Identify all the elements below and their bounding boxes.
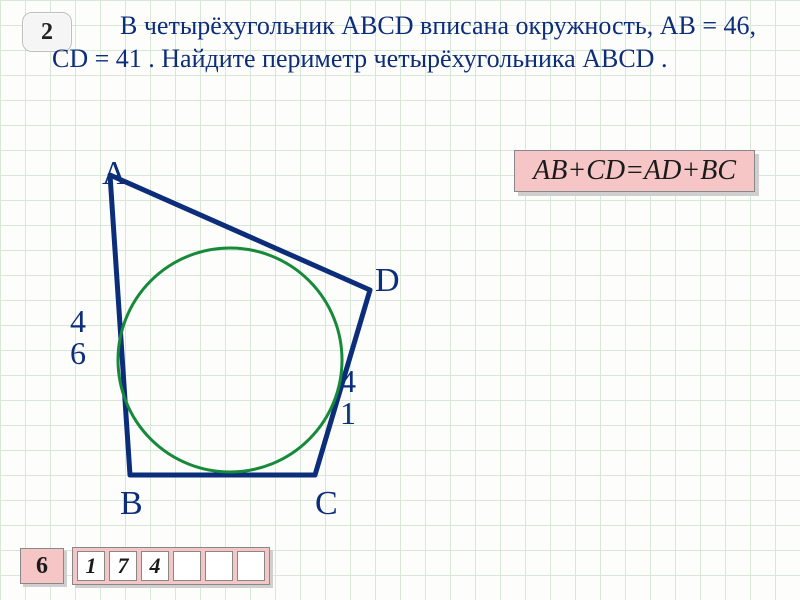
formula-text: AB+CD=AD+BC [533,155,736,186]
answer-leading-text: 6 [36,553,48,580]
side-label-cd: 41 [340,365,356,429]
answer-digit-cell[interactable]: 7 [109,551,137,581]
vertex-label-d: D [375,262,400,300]
quadrilateral-abcd [110,175,370,475]
inscribed-circle [118,248,342,472]
vertex-label-a: A [102,155,127,193]
content: 2 В четырёхугольник ABCD вписана окружно… [0,0,800,600]
answer-strip: 6 1 7 4 [20,547,270,585]
vertex-label-c: C [315,485,338,523]
answer-digit-cell[interactable] [173,551,201,581]
geometry-figure: A B C D 46 41 [40,135,440,535]
answer-digit-cell[interactable] [237,551,265,581]
problem-statement: В четырёхугольник ABCD вписана окружност… [52,10,780,75]
figure-svg [40,135,440,535]
answer-leading-digit[interactable]: 6 [20,548,64,584]
answer-digit-row: 1 7 4 [72,547,270,585]
vertex-label-b: B [120,485,143,523]
answer-digit-cell[interactable]: 4 [141,551,169,581]
answer-digit-cell[interactable] [205,551,233,581]
side-label-ab: 46 [70,305,86,369]
answer-digit-cell[interactable]: 1 [77,551,105,581]
formula-box: AB+CD=AD+BC [514,150,755,192]
